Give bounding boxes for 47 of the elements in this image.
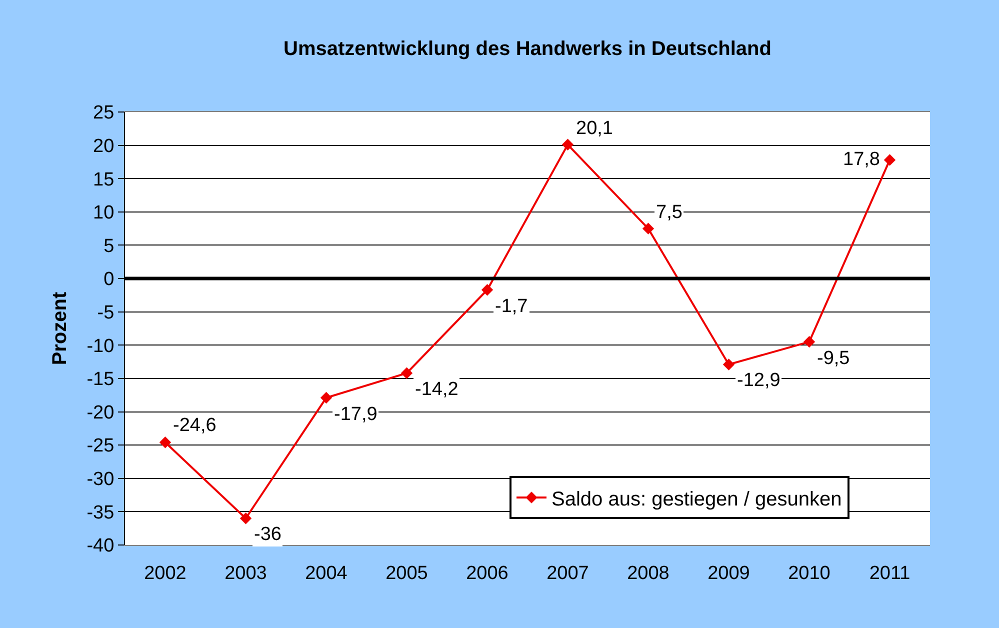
y-tick-label: 10 [93,202,114,224]
data-label: 7,5 [656,202,682,223]
y-tick-label: -30 [86,469,114,490]
legend-label: Saldo aus: gestiegen / gesunken [552,488,842,510]
point [884,154,896,166]
data-label: -36 [254,524,282,545]
data-label: 17,8 [843,149,880,170]
point [722,358,735,370]
y-tick-label: -5 [97,302,114,324]
y-tick-label: -25 [86,436,114,457]
point [562,138,574,150]
y-tick-label: 15 [93,169,114,190]
y-axis-title: Prozent [49,291,72,366]
data-label: -1,7 [495,296,528,317]
y-tick-label: -10 [86,336,114,357]
x-tick-label: 2005 [386,562,428,584]
x-tick-label: 2009 [708,562,750,584]
point [642,222,654,234]
point [481,284,494,296]
point [803,336,816,348]
chart-title: Umsatzentwicklung des Handwerks in Deutschland [284,38,772,60]
y-tick-label: 20 [93,136,114,157]
y-tick-label: 25 [93,102,114,124]
y-tick-label: -15 [86,369,114,390]
x-tick-label: 2011 [869,562,910,584]
y-tick-label: 5 [104,236,114,257]
data-label: 20,1 [576,118,613,139]
x-tick-label: 2007 [546,562,589,584]
data-label: -12,9 [737,370,780,391]
data-label: -14,2 [415,379,458,400]
x-tick-label: 2006 [466,562,508,584]
x-tick-label: 2002 [144,562,186,584]
data-label: -17,9 [334,404,378,425]
data-label: -24,6 [173,415,216,436]
x-tick-label: 2008 [627,562,670,584]
y-tick-label: -35 [86,502,114,524]
point [400,367,413,379]
x-tick-label: 2003 [224,562,267,584]
point [159,436,172,448]
x-tick-label: 2004 [305,562,348,584]
x-tick-label: 2010 [788,562,830,584]
data-label: -9,5 [817,348,850,369]
y-tick-label: 0 [104,269,114,290]
point [240,512,252,524]
point [320,392,332,404]
y-tick-label: -40 [86,536,114,557]
y-tick-label: -20 [86,402,114,424]
